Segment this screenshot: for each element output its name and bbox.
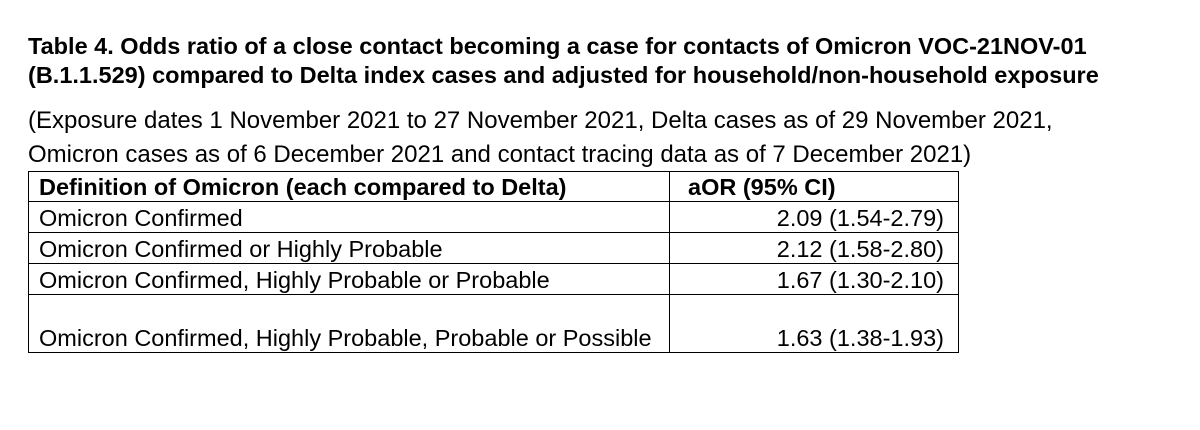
definition-cell: Omicron Confirmed, Highly Probable or Pr…	[28, 263, 670, 295]
column-header-definition: Definition of Omicron (each compared to …	[28, 171, 670, 202]
table-note: (Exposure dates 1 November 2021 to 27 No…	[28, 104, 1178, 172]
table-row: Omicron Confirmed, Highly Probable, Prob…	[28, 294, 959, 353]
table-note-text: (Exposure dates 1 November 2021 to 27 No…	[28, 107, 1053, 168]
definition-cell: Omicron Confirmed or Highly Probable	[28, 232, 670, 264]
aor-cell: 1.63 (1.38-1.93)	[669, 294, 959, 353]
table-row: Omicron Confirmed, Highly Probable or Pr…	[28, 263, 959, 295]
table-row: Omicron Confirmed or Highly Probable 2.1…	[28, 232, 959, 264]
table-title: Table 4. Odds ratio of a close contact b…	[28, 33, 1099, 88]
table-row: Omicron Confirmed 2.09 (1.54-2.79)	[28, 201, 959, 233]
document-page: Table 4. Odds ratio of a close contact b…	[28, 32, 1178, 353]
definition-cell: Omicron Confirmed	[28, 201, 670, 233]
aor-cell: 2.12 (1.58-2.80)	[669, 232, 959, 264]
definition-cell: Omicron Confirmed, Highly Probable, Prob…	[28, 294, 670, 353]
column-header-aor: aOR (95% CI)	[669, 171, 959, 202]
table-header-row: Definition of Omicron (each compared to …	[28, 171, 959, 202]
aor-cell: 1.67 (1.30-2.10)	[669, 263, 959, 295]
aor-cell: 2.09 (1.54-2.79)	[669, 201, 959, 233]
results-table: Definition of Omicron (each compared to …	[28, 171, 959, 353]
